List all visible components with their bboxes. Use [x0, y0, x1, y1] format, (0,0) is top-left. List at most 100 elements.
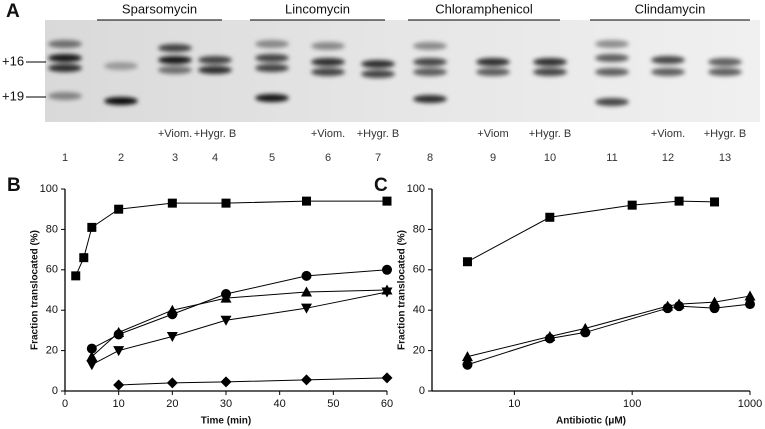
marker-circle	[86, 343, 97, 354]
gel-band	[104, 97, 138, 105]
marker-circle	[662, 303, 673, 314]
lane-number: 11	[606, 152, 617, 164]
marker-triangle-down	[381, 287, 393, 298]
x-tick-label: 10	[508, 398, 520, 410]
marker-square	[302, 196, 311, 206]
x-axis-title: Antibiotic (μM)	[556, 416, 626, 427]
x-tick-label: 20	[166, 398, 178, 410]
lane-number: 10	[544, 152, 556, 164]
marker-triangle-up	[461, 351, 473, 362]
x-tick-label: 1000	[738, 398, 762, 410]
gel-band	[48, 40, 82, 48]
treatment-label: +Viom.	[158, 128, 192, 140]
gel-band	[158, 56, 192, 64]
gel-band	[595, 40, 629, 48]
y-tick-label: 20	[46, 345, 58, 357]
marker-square	[71, 271, 81, 281]
gel-band	[708, 68, 742, 76]
lane-number: 7	[375, 152, 381, 164]
lane-number: 8	[427, 152, 433, 164]
y-tick-label: 60	[46, 264, 58, 276]
y-tick-label: 40	[46, 304, 58, 316]
marker-square	[87, 222, 97, 232]
treatment-label: +Hygr. B	[704, 128, 747, 140]
series-line	[467, 200, 715, 263]
marker-square	[674, 196, 684, 206]
marker-diamond	[381, 372, 393, 384]
series-line	[118, 377, 388, 386]
gel-band	[413, 58, 447, 66]
y-tick-label: 100	[40, 183, 58, 195]
treatment-label: +Hygr. B	[529, 128, 572, 140]
marker-label: +16	[2, 53, 24, 68]
marker-diamond	[166, 377, 178, 389]
marker-triangle-up	[166, 304, 178, 315]
group-label: Sparsomycin	[122, 1, 197, 16]
gel-band	[651, 68, 685, 76]
lane-number: 1	[62, 152, 68, 164]
marker-triangle-up	[301, 286, 312, 297]
x-axis-title: Time (min)	[201, 416, 251, 427]
y-tick-label: 40	[413, 304, 425, 316]
marker-label: +19	[2, 88, 24, 103]
gel-band	[708, 58, 742, 66]
treatment-label: +Viom	[477, 128, 508, 140]
lane-number: 12	[662, 152, 674, 164]
series-line	[91, 269, 388, 350]
gel-band	[311, 68, 345, 76]
gel-band	[476, 68, 510, 76]
marker-triangle-up	[86, 351, 98, 362]
marker-square	[462, 257, 472, 267]
panel-label: B	[7, 175, 21, 196]
marker-diamond	[301, 374, 312, 386]
marker-triangle-down	[220, 315, 232, 326]
gel-band	[361, 70, 395, 78]
gel-band	[198, 66, 232, 74]
y-tick-label: 60	[413, 264, 425, 276]
gel-band	[158, 44, 192, 52]
panel-label: A	[6, 1, 20, 22]
marker-triangle-up	[220, 292, 232, 303]
marker-circle	[382, 264, 392, 275]
marker-circle	[709, 303, 720, 314]
lane-number: 5	[269, 152, 275, 164]
treatment-label: +Hygr. B	[357, 128, 400, 140]
series-line	[467, 295, 751, 358]
treatment-label: +Hygr. B	[194, 128, 237, 140]
lane-number: 9	[490, 152, 496, 164]
marker-square	[79, 253, 89, 263]
group-label: Lincomycin	[285, 1, 350, 16]
lane-number: 13	[719, 152, 731, 164]
gel-band	[311, 58, 345, 66]
y-tick-label: 0	[52, 385, 58, 397]
series-line	[91, 289, 388, 358]
x-tick-label: 0	[62, 398, 68, 410]
marker-square	[114, 204, 124, 214]
marker-square	[221, 198, 231, 208]
lane-number: 3	[172, 152, 178, 164]
x-tick-label: 50	[327, 398, 339, 410]
gel-band	[533, 68, 567, 76]
marker-square	[627, 200, 637, 210]
treatment-label: +Viom.	[311, 128, 345, 140]
y-axis-title: Fraction translocated (%)	[30, 230, 41, 350]
gel-band	[413, 95, 447, 103]
y-tick-label: 80	[46, 223, 58, 235]
series-line	[75, 200, 387, 277]
gel-band	[311, 42, 345, 50]
x-tick-label: 60	[381, 398, 393, 410]
x-tick-label: 10	[113, 398, 125, 410]
y-tick-label: 80	[413, 223, 425, 235]
marker-circle	[301, 270, 312, 281]
gel-band	[413, 68, 447, 76]
series-line	[467, 303, 751, 366]
series-line	[91, 291, 388, 366]
y-tick-label: 0	[419, 385, 425, 397]
x-tick-label: 30	[220, 398, 232, 410]
marker-square	[545, 212, 555, 222]
lane-number: 4	[212, 152, 218, 164]
marker-triangle-down	[113, 346, 125, 357]
marker-triangle-up	[113, 326, 125, 337]
gel-band	[413, 42, 447, 50]
panel-label: C	[374, 175, 388, 196]
